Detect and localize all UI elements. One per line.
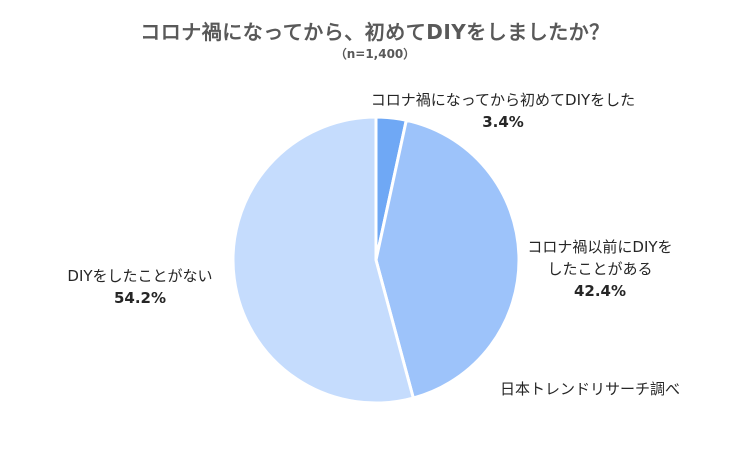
slice-value-label: 54.2% [113,289,167,307]
slice-value-label: 3.4% [482,113,524,131]
source-note: 日本トレンドリサーチ調べ [500,380,681,398]
pie-slice-never [231,115,415,405]
slice-name-line: したことがある [547,260,653,278]
slice-name-line: DIYをしたことがない [67,267,213,285]
slice-name-line: コロナ禍になってから初めてDIYをした [370,91,636,109]
chart-subtitle: （n=1,400） [334,47,416,61]
slice-label-first-time: コロナ禍になってから初めてDIYをした 3.4% [348,89,658,133]
slice-value-label: 42.4% [573,282,627,300]
slice-label-never: DIYをしたことがない 54.2% [50,265,230,309]
pie-slice-before-corona [374,118,521,400]
slice-label-before-corona: コロナ禍以前にDIYを したことがある 42.4% [520,236,680,302]
chart-title: コロナ禍になってから、初めてDIYをしましたか？ [140,20,610,44]
slice-name-line: コロナ禍以前にDIYを [527,238,673,256]
